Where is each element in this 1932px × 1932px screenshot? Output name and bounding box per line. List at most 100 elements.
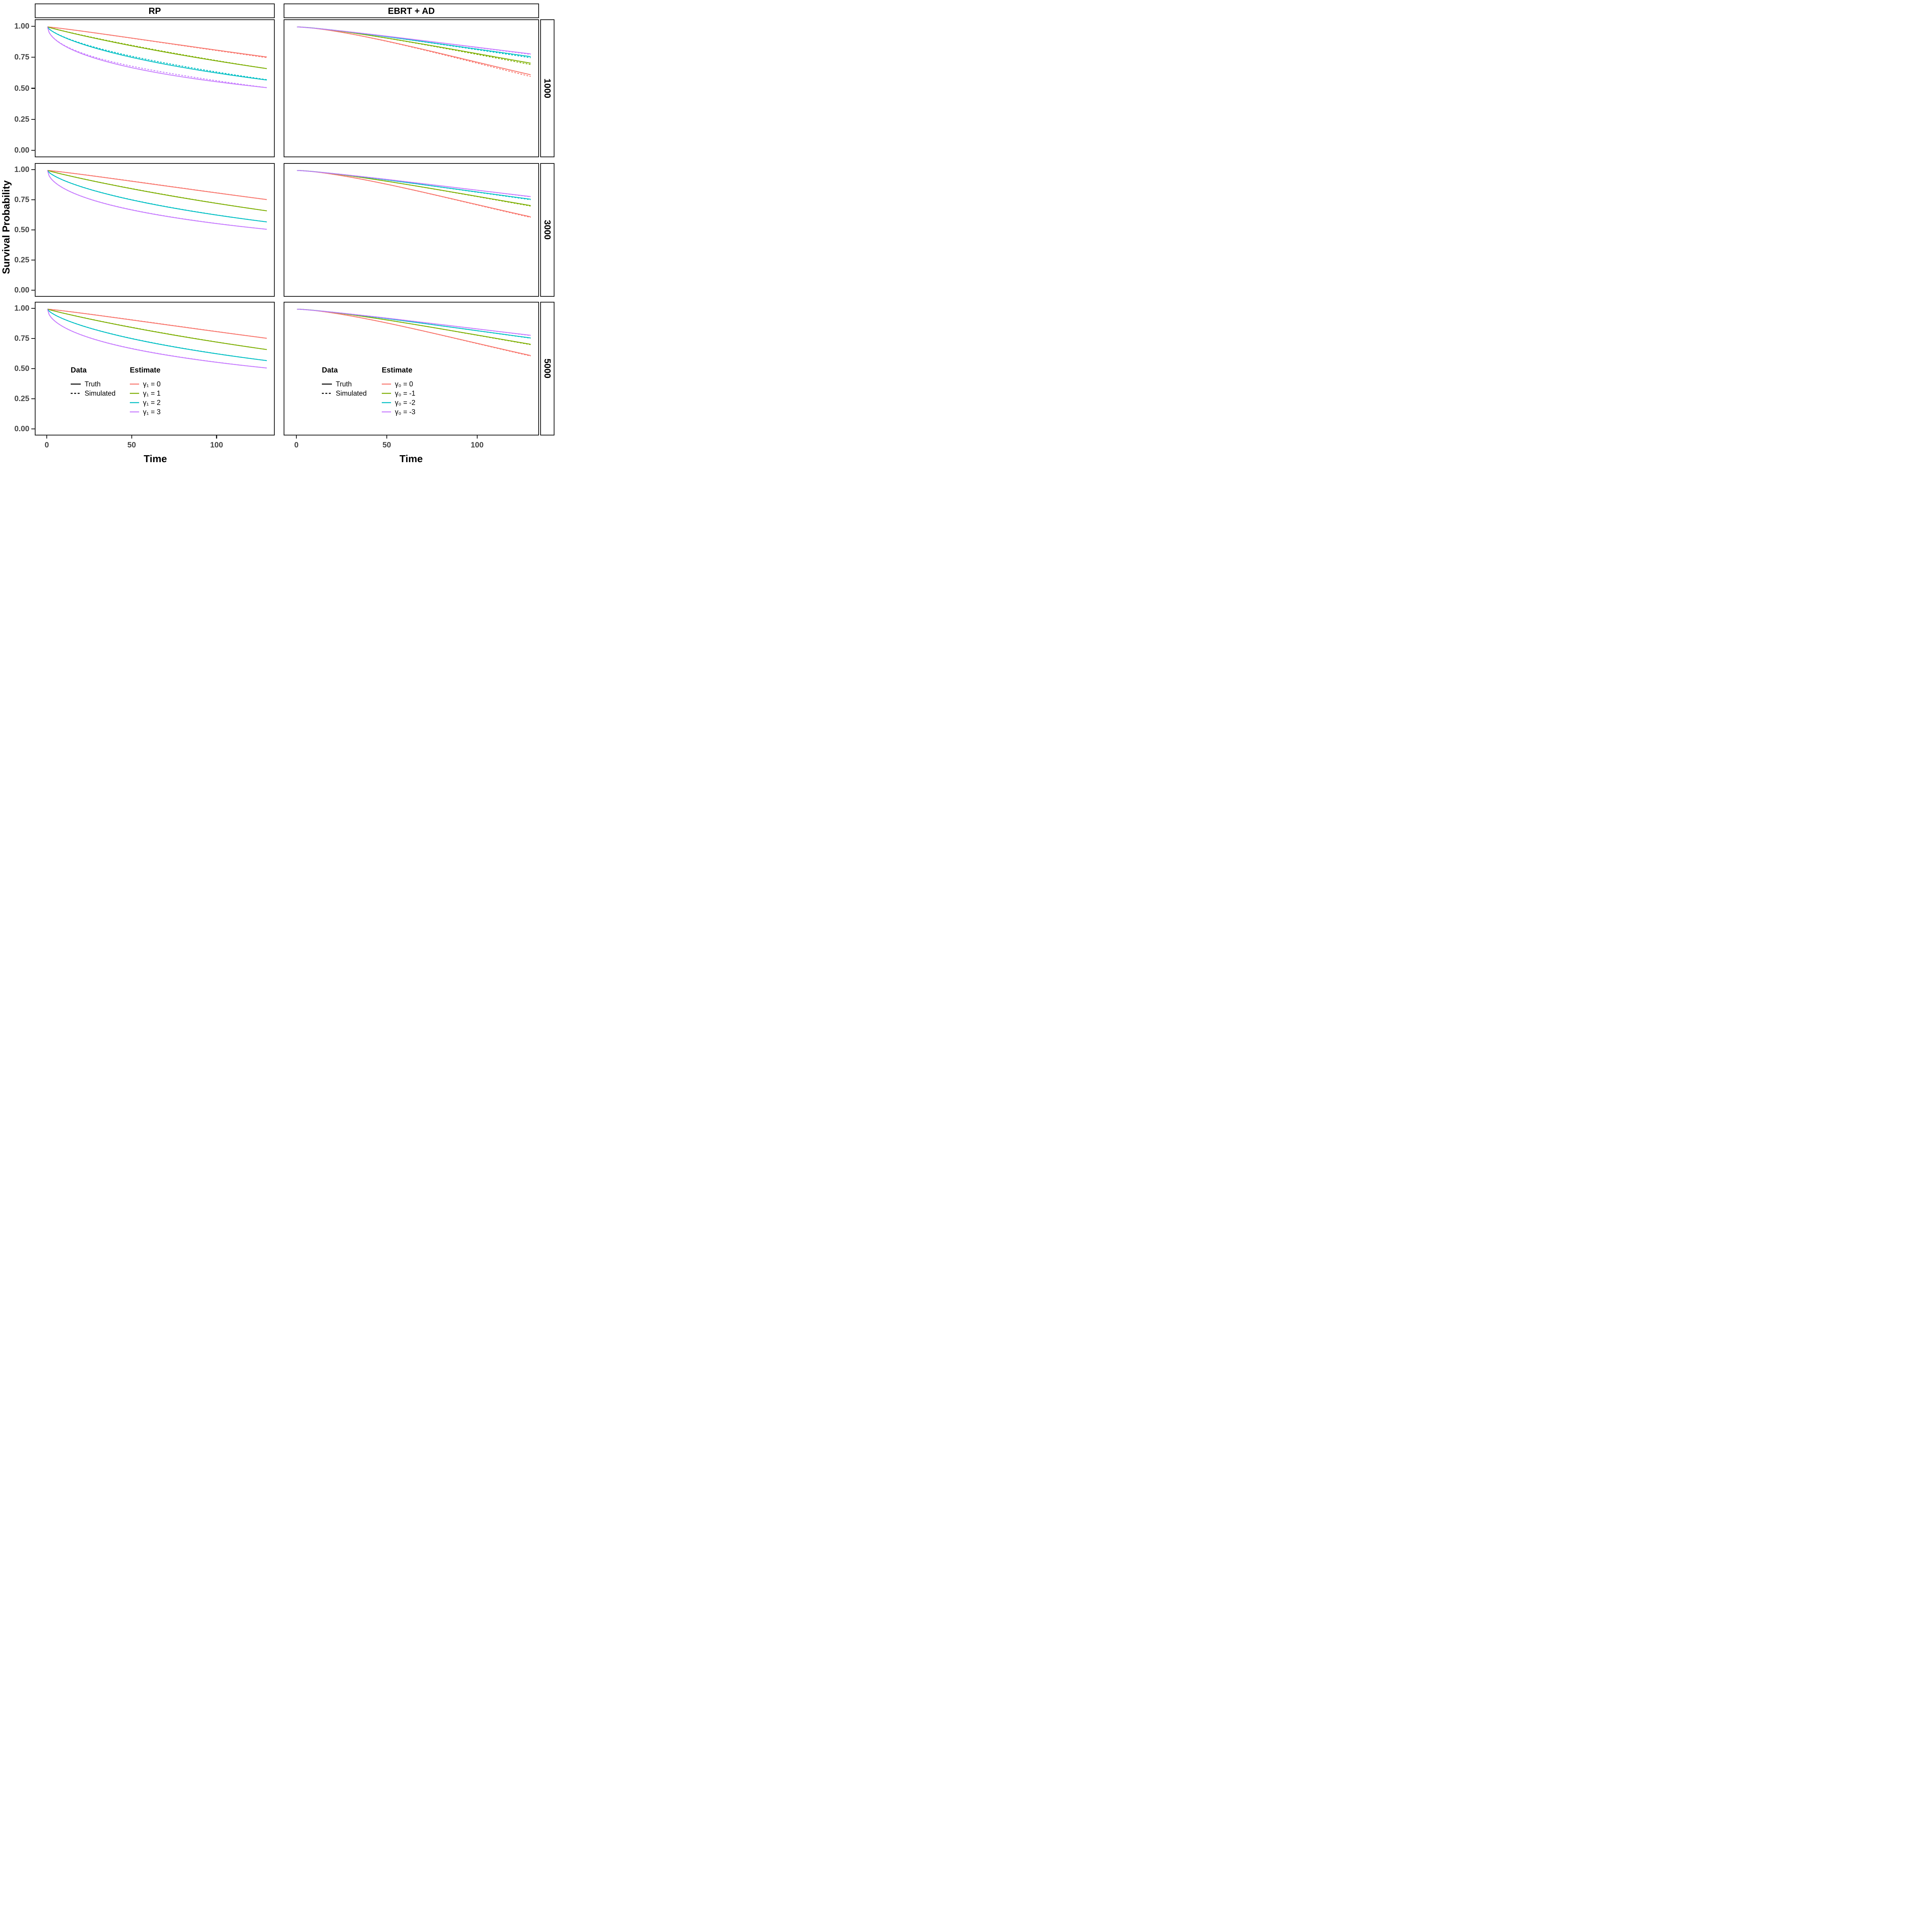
x-tick-mark: [216, 435, 217, 439]
x-tick-label: 50: [127, 441, 136, 449]
legend-data-rp: Data Truth Simulated: [71, 366, 116, 398]
x-tick-label: 0: [294, 441, 299, 449]
legend-item: γ₁ = 0: [130, 379, 161, 389]
simulated-curve-gamma0-n3: [297, 309, 531, 336]
legend-item-label: γ₁ = 3: [143, 408, 161, 416]
curves-ebrt-1000: [297, 26, 531, 77]
legend-item-label: Truth: [336, 380, 352, 388]
simulated-curve-gamma0-n3: [297, 170, 531, 197]
truth-curve-gamma1-3: [47, 309, 267, 369]
legend-item: Truth: [71, 379, 116, 389]
panel-ebrt-1000: [284, 19, 539, 157]
truth-curve-gamma0-n1: [297, 309, 531, 345]
y-tick-label: 0.00: [14, 286, 29, 294]
y-tick-label: 0.00: [14, 424, 29, 433]
y-tick-mark: [31, 338, 35, 339]
y-tick-label: 0.25: [14, 115, 29, 124]
simulated-curve-gamma1-2: [47, 309, 267, 361]
x-tick-label: 100: [210, 441, 223, 449]
x-tick-label: 100: [471, 441, 484, 449]
x-tick-mark: [476, 435, 478, 439]
x-tick-label: 50: [382, 441, 391, 449]
legend-item-label: γ₀ = -3: [395, 408, 415, 416]
panel-rp-5000: [35, 302, 275, 435]
facet-strip-ebrt-ad-label: EBRT + AD: [388, 5, 435, 16]
y-tick-label: 0.25: [14, 394, 29, 403]
curves-rp-5000: [47, 309, 267, 369]
simulated-curve-gamma1-3: [47, 309, 267, 369]
y-tick-label: 0.50: [14, 226, 29, 234]
legend-item: γ₀ = -1: [382, 389, 415, 398]
panel-rp-1000: [35, 19, 275, 157]
simulated-curve-gamma0-n1: [297, 170, 531, 207]
facet-strip-rp-label: RP: [148, 5, 161, 16]
legend-item-label: γ₀ = -2: [395, 398, 415, 406]
y-tick-label: 0.00: [14, 146, 29, 155]
legend-data-header-rp: Data: [71, 366, 87, 374]
curves-ebrt-5000: [297, 309, 531, 357]
legend-estimate-ebrt: Estimate γ₀ = 0 γ₀ = -1 γ₀ = -2 γ₀ = -3: [382, 366, 415, 417]
legend-item: γ₀ = 0: [382, 379, 415, 389]
x-axis-title-right: Time: [399, 453, 423, 464]
truth-curve-gamma0-0: [297, 309, 531, 356]
y-tick-label: 0.50: [14, 364, 29, 373]
x-axis-title-left: Time: [143, 453, 167, 464]
curves-rp-1000: [47, 26, 267, 88]
simulated-curve-gamma1-3: [47, 27, 267, 88]
legend-estimate-header-ebrt: Estimate: [382, 366, 413, 374]
simulated-curve-gamma1-1: [47, 170, 267, 211]
legend-item-label: γ₁ = 2: [143, 398, 161, 406]
truth-curve-gamma0-n2: [297, 170, 531, 200]
y-tick-label: 1.00: [14, 165, 29, 174]
panel-rp-3000: [35, 163, 275, 297]
truth-curve-gamma0-n1: [297, 170, 531, 206]
x-tick-mark: [386, 435, 388, 439]
legend-item: Simulated: [71, 389, 116, 398]
simulated-curve-gamma0-n3: [297, 26, 531, 55]
simulated-curve-gamma0-n2: [297, 309, 531, 339]
simulated-curve-gamma1-0: [47, 170, 267, 200]
legend-data-items-ebrt: Truth Simulated: [322, 379, 367, 398]
simulated-curve-gamma0-0: [297, 26, 531, 77]
legend-item: γ₁ = 2: [130, 398, 161, 407]
y-tick-label: 0.75: [14, 334, 29, 343]
facet-strip-1000: 1000: [540, 19, 554, 157]
legend-item: γ₀ = -3: [382, 407, 415, 417]
y-tick-label: 1.00: [14, 22, 29, 31]
facet-strip-5000: 5000: [540, 302, 554, 435]
simulated-curve-gamma1-1: [47, 309, 267, 350]
y-tick-mark: [31, 368, 35, 369]
legend-item: Simulated: [322, 389, 367, 398]
x-tick-mark: [131, 435, 132, 439]
curves-rp-3000: [47, 170, 267, 230]
legend-estimate-rp: Estimate γ₁ = 0 γ₁ = 1 γ₁ = 2 γ₁ = 3: [130, 366, 161, 417]
legend-item: Truth: [322, 379, 367, 389]
legend-item-label: γ₁ = 0: [143, 380, 161, 388]
y-tick-mark: [31, 26, 35, 27]
x-tick-mark: [296, 435, 297, 439]
y-tick-mark: [31, 169, 35, 170]
simulated-curve-gamma1-2: [47, 170, 267, 223]
faceted-survival-chart: Survival Probability Time Time RP EBRT +…: [0, 0, 556, 464]
facet-strip-3000-label: 3000: [543, 220, 553, 240]
legend-item-label: Truth: [85, 380, 101, 388]
y-tick-mark: [31, 57, 35, 58]
legend-data-header-ebrt: Data: [322, 366, 338, 374]
y-tick-mark: [31, 289, 35, 291]
simulated-curve-gamma1-0: [47, 309, 267, 339]
legend-data-ebrt: Data Truth Simulated: [322, 366, 367, 398]
simulated-curve-gamma1-2: [47, 26, 267, 80]
legend-estimate-items-rp: γ₁ = 0 γ₁ = 1 γ₁ = 2 γ₁ = 3: [130, 379, 161, 417]
legend-data-items-rp: Truth Simulated: [71, 379, 116, 398]
legend-item-label: γ₀ = 0: [395, 380, 413, 388]
y-tick-label: 0.75: [14, 53, 29, 62]
simulated-curve-gamma0-n2: [297, 170, 531, 200]
truth-curve-gamma0-n2: [297, 26, 531, 57]
x-tick-mark: [46, 435, 48, 439]
facet-strip-5000-label: 5000: [543, 359, 553, 379]
legend-item: γ₁ = 1: [130, 389, 161, 398]
simulated-curve-gamma0-0: [297, 170, 531, 218]
y-tick-label: 0.50: [14, 84, 29, 93]
y-tick-mark: [31, 119, 35, 120]
y-tick-mark: [31, 199, 35, 201]
